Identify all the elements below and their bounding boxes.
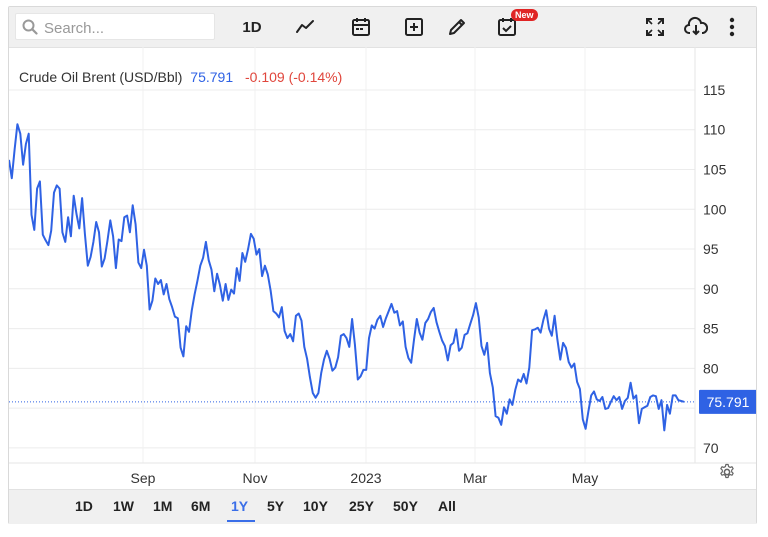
add-indicator-button[interactable] [402, 15, 426, 39]
x-tick-label: May [572, 470, 598, 486]
events-button[interactable] [495, 15, 519, 39]
gear-icon [720, 463, 734, 479]
range-button-25y[interactable]: 25Y [349, 498, 374, 514]
x-tick-label: Sep [131, 470, 156, 486]
y-tick-label: 85 [703, 321, 719, 337]
more-vertical-icon [729, 17, 735, 37]
fullscreen-icon [646, 18, 664, 36]
toolbar: 1D [9, 7, 756, 48]
y-tick-label: 110 [703, 122, 726, 138]
interval-button[interactable]: 1D [239, 15, 265, 39]
price-chart[interactable]: 707580859095100105110115 SepNov2023MarMa… [9, 47, 756, 489]
last-price-tag-text: 75.791 [707, 394, 750, 410]
y-tick-label: 70 [703, 440, 719, 456]
draw-button[interactable] [445, 15, 469, 39]
legend-price: 75.791 [190, 69, 233, 85]
legend-change: -0.109 (-0.14%) [245, 69, 342, 85]
download-button[interactable] [683, 15, 709, 39]
chart-settings-button[interactable] [720, 463, 734, 479]
range-button-10y[interactable]: 10Y [303, 498, 328, 514]
calendar-check-icon [498, 18, 516, 36]
x-tick-label: 2023 [350, 470, 381, 486]
fullscreen-button[interactable] [643, 15, 667, 39]
y-tick-label: 90 [703, 281, 719, 297]
last-price-tag: 75.791 [699, 389, 756, 414]
range-button-1y[interactable]: 1Y [231, 498, 249, 514]
search-icon [22, 19, 38, 35]
range-button-1d[interactable]: 1D [75, 498, 93, 514]
price-series-line [9, 123, 685, 432]
chart-type-button[interactable] [294, 15, 318, 39]
chart-legend: Crude Oil Brent (USD/Bbl) 75.791 -0.109 … [19, 69, 342, 85]
y-axis-labels: 707580859095100105110115 [703, 82, 727, 456]
y-tick-label: 95 [703, 241, 719, 257]
chart-widget: 1D [8, 6, 757, 524]
y-tick-label: 80 [703, 360, 719, 376]
calendar-icon [352, 18, 370, 36]
more-options-button[interactable] [722, 15, 742, 39]
line-chart-icon [296, 20, 314, 33]
date-range-button[interactable] [349, 15, 373, 39]
grid [9, 47, 695, 463]
active-range-indicator [227, 520, 255, 522]
range-button-1m[interactable]: 1M [153, 498, 173, 514]
search-box[interactable] [15, 13, 215, 40]
y-tick-label: 115 [703, 82, 726, 98]
search-input[interactable] [42, 17, 214, 39]
range-button-50y[interactable]: 50Y [393, 498, 418, 514]
x-axis-labels: Sep Nov 2023 Mar May [131, 470, 599, 486]
new-badge: New [511, 9, 538, 21]
range-selector: 1D 1W 1M 6M 1Y 5Y 10Y 25Y 50Y All [9, 489, 756, 524]
cloud-download-icon [684, 16, 708, 36]
y-tick-label: 100 [703, 201, 727, 217]
x-tick-label: Mar [463, 470, 487, 486]
y-tick-label: 105 [703, 161, 727, 177]
plus-box-icon [405, 18, 423, 36]
range-button-1w[interactable]: 1W [113, 498, 134, 514]
range-button-6m[interactable]: 6M [191, 498, 211, 514]
range-button-all[interactable]: All [438, 498, 456, 514]
pencil-icon [449, 19, 465, 35]
last-price-tag-bg [699, 389, 756, 414]
legend-instrument-name: Crude Oil Brent (USD/Bbl) [19, 69, 182, 85]
x-tick-label: Nov [243, 470, 268, 486]
range-button-5y[interactable]: 5Y [267, 498, 285, 514]
interval-label: 1D [242, 18, 262, 36]
